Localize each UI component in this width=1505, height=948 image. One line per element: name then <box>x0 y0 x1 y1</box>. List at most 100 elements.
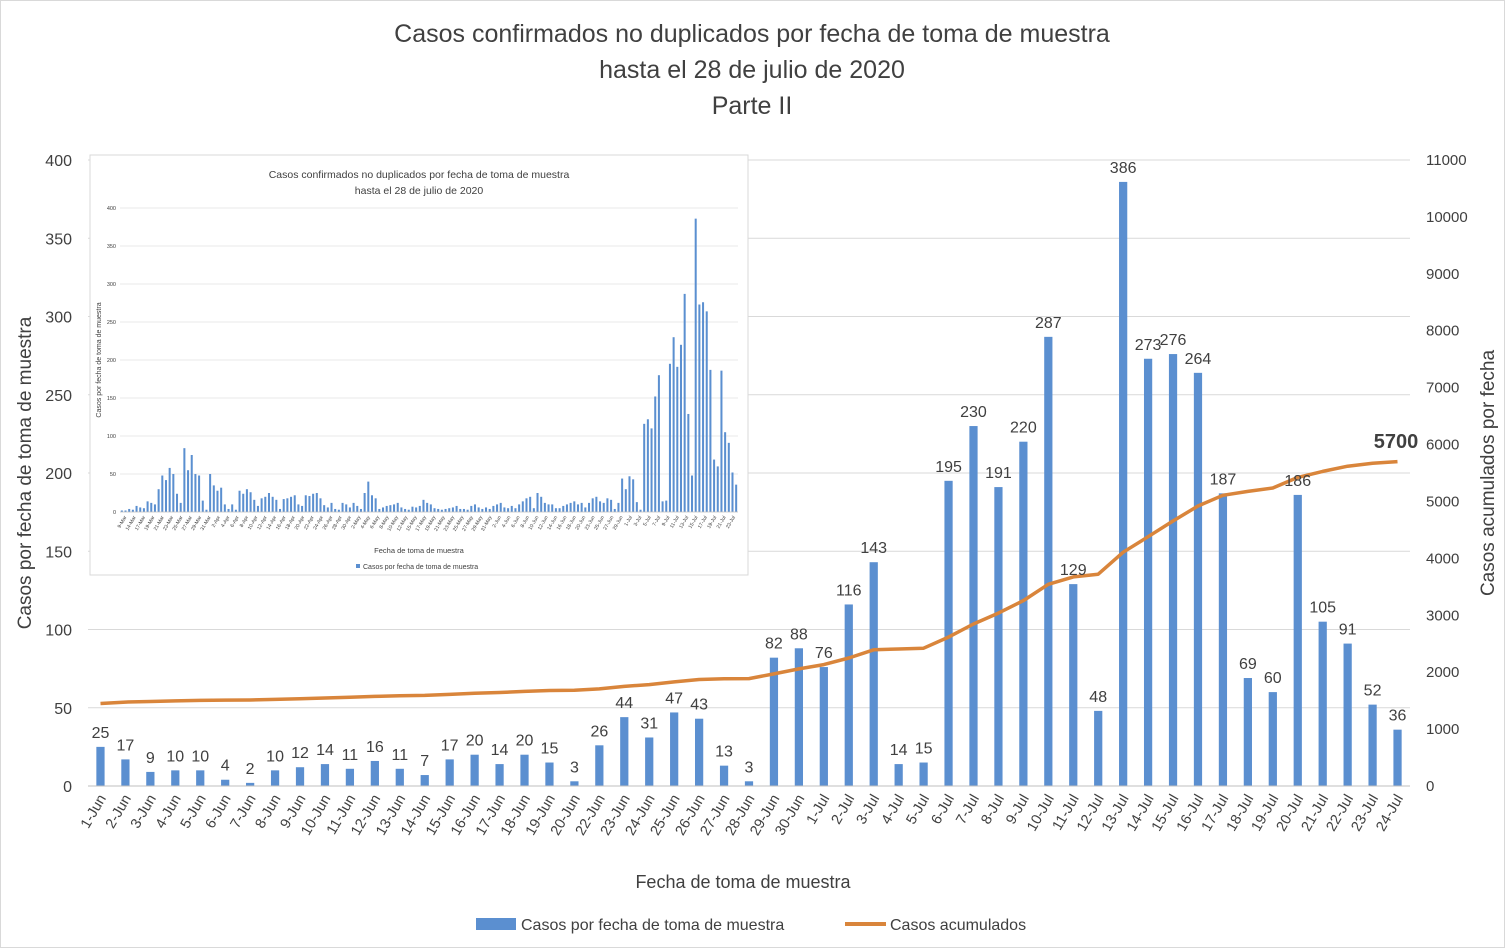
y-tick-right-10000: 10000 <box>1426 209 1468 226</box>
bar-4-Jul <box>894 764 903 786</box>
bar-8-Jul <box>994 487 1003 786</box>
inset-bar-18 <box>187 470 190 512</box>
inset-bar-98 <box>481 508 484 512</box>
inset-x-axis-title: Fecha de toma de muestra <box>374 546 464 555</box>
data-label-24-Jul: 36 <box>1389 708 1407 725</box>
data-label-12-Jul: 48 <box>1089 689 1107 706</box>
inset-bar-74 <box>393 504 396 512</box>
inset-bar-97 <box>477 507 480 512</box>
inset-bar-53 <box>315 493 318 512</box>
bar-25-Jun <box>670 712 679 786</box>
inset-bar-140 <box>635 502 638 512</box>
inset-bar-154 <box>687 413 690 512</box>
bar-13-Jun <box>395 768 404 786</box>
y-axis-title-left: Casos por fecha de toma de muestra <box>15 316 36 629</box>
inset-bar-17 <box>183 448 186 512</box>
data-label-27-Jun: 13 <box>715 744 733 761</box>
data-label-18-Jun: 20 <box>516 733 534 750</box>
inset-bar-62 <box>348 507 351 512</box>
inset-bar-147 <box>661 501 664 512</box>
bar-16-Jul <box>1193 372 1203 786</box>
inset-bar-50 <box>304 495 307 512</box>
inset-bar-141 <box>639 509 642 512</box>
inset-bar-124 <box>576 504 579 512</box>
inset-bar-107 <box>514 508 517 512</box>
inset-bar-56 <box>326 507 329 512</box>
inset-bar-78 <box>407 509 410 512</box>
inset-bar-133 <box>610 499 613 512</box>
bar-9-Jul <box>1019 441 1028 786</box>
bar-6-Jun <box>221 779 230 786</box>
x-tick-7-Jul: 7-Jul <box>953 792 983 827</box>
bar-24-Jun <box>645 737 654 786</box>
inset-bar-153 <box>683 293 686 512</box>
inset-bar-134 <box>613 508 616 512</box>
inset-bar-144 <box>650 428 653 512</box>
inset-bar-102 <box>496 504 499 512</box>
y-tick-left-200: 200 <box>45 466 72 483</box>
inset-bar-59 <box>337 509 340 512</box>
bar-7-Jun <box>246 782 255 786</box>
inset-bar-39 <box>264 496 267 512</box>
y-tick-left-400: 400 <box>45 153 72 170</box>
data-label-4-Jul: 14 <box>890 742 908 759</box>
inset-bar-61 <box>345 504 348 512</box>
inset-bar-88 <box>444 508 447 512</box>
data-label-1-Jul: 76 <box>815 645 833 662</box>
inset-bar-41 <box>271 496 274 512</box>
data-label-24-Jun: 31 <box>640 715 658 732</box>
x-tick-3-Jul: 3-Jul <box>854 792 884 827</box>
data-label-19-Jun: 15 <box>541 741 559 758</box>
inset-bar-136 <box>621 478 624 512</box>
inset-bar-31 <box>234 509 237 512</box>
inset-title-line-2: hasta el 28 de julio de 2020 <box>355 185 484 197</box>
inset-bar-129 <box>595 496 598 512</box>
data-label-21-Jul: 105 <box>1309 600 1336 617</box>
inset-bar-109 <box>521 501 524 512</box>
data-label-22-Jun: 26 <box>590 723 608 740</box>
inset-y-tick-350: 350 <box>107 244 116 250</box>
y-tick-right-5000: 5000 <box>1426 493 1459 510</box>
inset-bar-3 <box>131 509 134 512</box>
inset-bar-137 <box>624 489 627 512</box>
main-axes: 0501001502002503003504000100020003000400… <box>45 152 1467 838</box>
inset-bar-166 <box>731 472 734 512</box>
bar-13-Jul <box>1119 181 1128 786</box>
data-label-16-Jun: 20 <box>466 733 484 750</box>
inset-bar-8 <box>150 502 153 512</box>
inset-bar-87 <box>440 509 443 512</box>
data-label-2-Jun: 17 <box>117 737 135 754</box>
bar-7-Jul <box>969 426 978 786</box>
inset-bar-49 <box>301 505 304 512</box>
bar-12-Jul <box>1094 710 1103 786</box>
x-tick-5-Jul: 5-Jul <box>903 792 933 827</box>
inset-bar-32 <box>238 490 241 512</box>
inset-bar-67 <box>367 481 370 512</box>
bar-14-Jun <box>420 775 429 786</box>
bar-10-Jul <box>1044 336 1053 786</box>
inset-bar-22 <box>201 500 204 512</box>
data-label-13-Jul: 386 <box>1110 160 1137 177</box>
inset-bar-165 <box>727 442 730 512</box>
legend-line-label: Casos acumulados <box>890 917 1026 934</box>
bar-26-Jun <box>694 718 704 786</box>
bar-6-Jul <box>944 480 953 786</box>
data-label-23-Jul: 52 <box>1364 683 1382 700</box>
bar-11-Jun <box>345 768 355 786</box>
data-label-2-Jul: 116 <box>836 582 862 599</box>
inset-bar-5 <box>139 507 142 512</box>
inset-x-tick-4-Jun: 4-Jun <box>501 515 513 529</box>
bar-30-Jun <box>794 648 804 786</box>
inset-bar-43 <box>279 508 282 512</box>
inset-x-tick-2-Jun: 2-Jun <box>492 515 504 529</box>
inset-y-tick-400: 400 <box>107 206 116 212</box>
y-tick-right-8000: 8000 <box>1426 323 1459 340</box>
data-label-6-Jun: 4 <box>221 758 230 775</box>
inset-bar-52 <box>312 493 315 512</box>
bar-8-Jun <box>270 770 280 786</box>
data-label-16-Jul: 264 <box>1185 351 1212 368</box>
inset-y-axis-title: Casos por fecha de toma de muestra <box>96 302 103 417</box>
inset-bar-38 <box>260 498 263 512</box>
inset-bar-29 <box>227 508 230 512</box>
